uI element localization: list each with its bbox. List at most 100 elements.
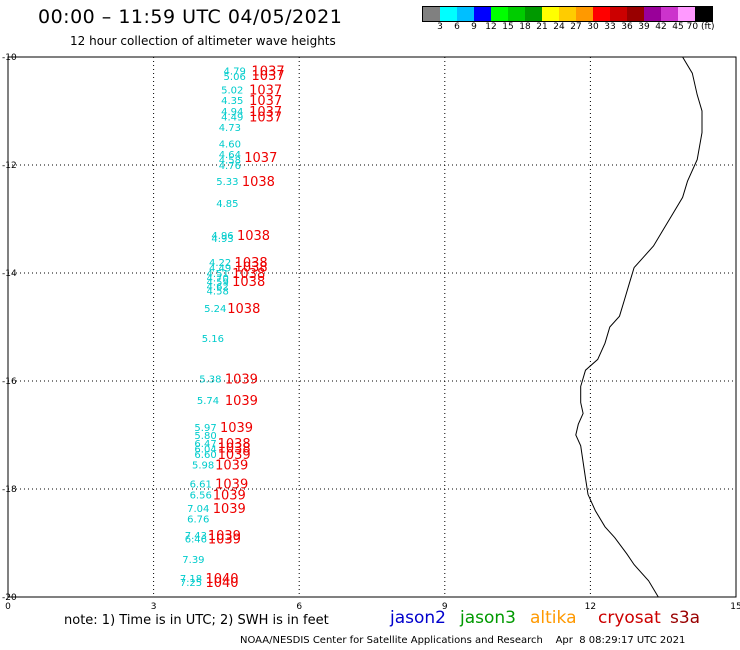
colorbar-swatch	[593, 7, 610, 21]
pressure-label: 1038	[232, 275, 265, 290]
colorbar-swatch	[610, 7, 627, 21]
pressure-label: 1037	[249, 105, 282, 120]
pressure-label: 1037	[252, 65, 285, 80]
swh-label: 5.02	[221, 85, 243, 96]
colorbar-swatch	[559, 7, 576, 21]
colorbar-label: 45	[672, 22, 684, 32]
swh-label: 6.61	[190, 480, 212, 491]
y-tick-label: -14	[2, 269, 17, 279]
colorbar-swatch	[661, 7, 678, 21]
swh-label: 5.06	[224, 72, 246, 83]
credit-footer: NOAA/NESDIS Center for Satellite Applica…	[240, 635, 686, 646]
pressure-label: 1039	[215, 459, 248, 474]
colorbar-label: 9	[471, 22, 477, 32]
pressure-label: 1039	[213, 488, 246, 503]
x-tick-label: 6	[296, 602, 302, 612]
map-frame	[7, 56, 737, 598]
satellite-legend-cryosat: cryosat	[598, 608, 661, 628]
pressure-label: 1038	[237, 229, 270, 244]
swh-label: 4.22	[209, 258, 231, 269]
swh-label: 6.56	[190, 490, 212, 501]
y-tick-label: -12	[2, 161, 17, 171]
swh-label: 4.70	[207, 273, 229, 284]
swh-label: 6.47	[194, 439, 216, 450]
colorbar-swatch	[508, 7, 525, 21]
swh-label: 5.98	[192, 461, 214, 472]
coastline	[575, 56, 703, 598]
swh-label: 5.24	[204, 304, 226, 315]
swh-label: 4.79	[224, 67, 246, 78]
colorbar-swatch	[644, 7, 661, 21]
colorbar-labels: 3 6 9 12 15 18 21 24 27 30 33 36 39 42 45 70 (ft)	[422, 22, 740, 34]
swh-label: 4.64	[219, 150, 241, 161]
colorbar-label: 30	[587, 22, 599, 32]
swh-label: 5.38	[199, 374, 221, 385]
colorbar-swatch	[525, 7, 542, 21]
colorbar-label: 6	[454, 22, 460, 32]
swh-label: 4.49	[221, 112, 243, 123]
pressure-label: 1039	[225, 394, 258, 409]
swh-label: 7.25	[180, 578, 202, 589]
satellite-legend-jason3: jason3	[460, 608, 516, 628]
swh-label: 5.16	[202, 334, 224, 345]
swh-label: 7.43	[185, 531, 207, 542]
pressure-label: 1037	[249, 94, 282, 109]
colorbar-label: 70 (ft)	[686, 22, 715, 32]
colorbar-swatch	[576, 7, 593, 21]
pressure-label: 1040	[205, 572, 238, 587]
swh-label: 5.33	[216, 177, 238, 188]
swh-label: 7.04	[187, 504, 209, 515]
swh-label: 4.76	[219, 161, 241, 172]
pressure-label: 1039	[218, 448, 251, 463]
colorbar-label: 15	[502, 22, 514, 32]
pressure-label: 1037	[249, 110, 282, 125]
x-tick-label: 12	[585, 602, 596, 612]
pressure-label: 1037	[244, 151, 277, 166]
pressure-label: 1037	[249, 83, 282, 98]
y-tick-label: -20	[2, 593, 17, 603]
swh-label: 4.35	[221, 96, 243, 107]
swh-label: 4.49	[209, 264, 231, 275]
colorbar-swatch	[474, 7, 491, 21]
pressure-label: 1039	[225, 372, 258, 387]
swh-label: 6.46	[185, 535, 207, 546]
footnote: note: 1) Time is in UTC; 2) SWH is in fe…	[64, 613, 329, 628]
satellite-legend-s3a: s3a	[670, 608, 701, 628]
pressure-label: 1038	[218, 437, 251, 452]
swh-label: 7.39	[182, 555, 204, 566]
colorbar-swatch	[678, 7, 695, 21]
swh-label: 4.73	[219, 123, 241, 134]
swh-label: 5.97	[194, 423, 216, 434]
pressure-label: 1038	[218, 441, 251, 456]
swh-label: 5.80	[194, 431, 216, 442]
swh-label: 4.58	[219, 156, 241, 167]
pressure-label: 1038	[227, 302, 260, 317]
colorbar-label: 33	[604, 22, 616, 32]
colorbar-label: 42	[655, 22, 667, 32]
y-tick-label: -10	[2, 53, 17, 63]
pressure-label: 1038	[235, 261, 268, 276]
swh-label: 4.94	[221, 107, 243, 118]
colorbar-swatch	[457, 7, 474, 21]
map-title: 00:00 – 11:59 UTC 04/05/2021	[38, 6, 343, 28]
swh-label: 4.96	[211, 231, 233, 242]
y-tick-label: -16	[2, 377, 17, 387]
satellite-legend-altika: altika	[530, 608, 577, 628]
colorbar-swatch	[440, 7, 457, 21]
x-tick-label: 9	[442, 602, 448, 612]
pressure-label: 1038	[235, 256, 268, 271]
swh-label: 5.74	[197, 396, 219, 407]
swh-label: 4.62	[207, 282, 229, 293]
swh-label: 4.59	[207, 278, 229, 289]
x-tick-label: 3	[151, 602, 157, 612]
swh-label: 4.93	[211, 234, 233, 245]
colorbar-swatch	[542, 7, 559, 21]
wave-height-colorbar	[422, 6, 713, 22]
colorbar-label: 21	[536, 22, 548, 32]
pressure-label: 1039	[208, 533, 241, 548]
y-tick-label: -18	[2, 485, 17, 495]
map-subtitle: 12 hour collection of altimeter wave hei…	[70, 34, 336, 48]
pressure-label: 1040	[205, 576, 238, 591]
swh-label: 6.76	[187, 515, 209, 526]
